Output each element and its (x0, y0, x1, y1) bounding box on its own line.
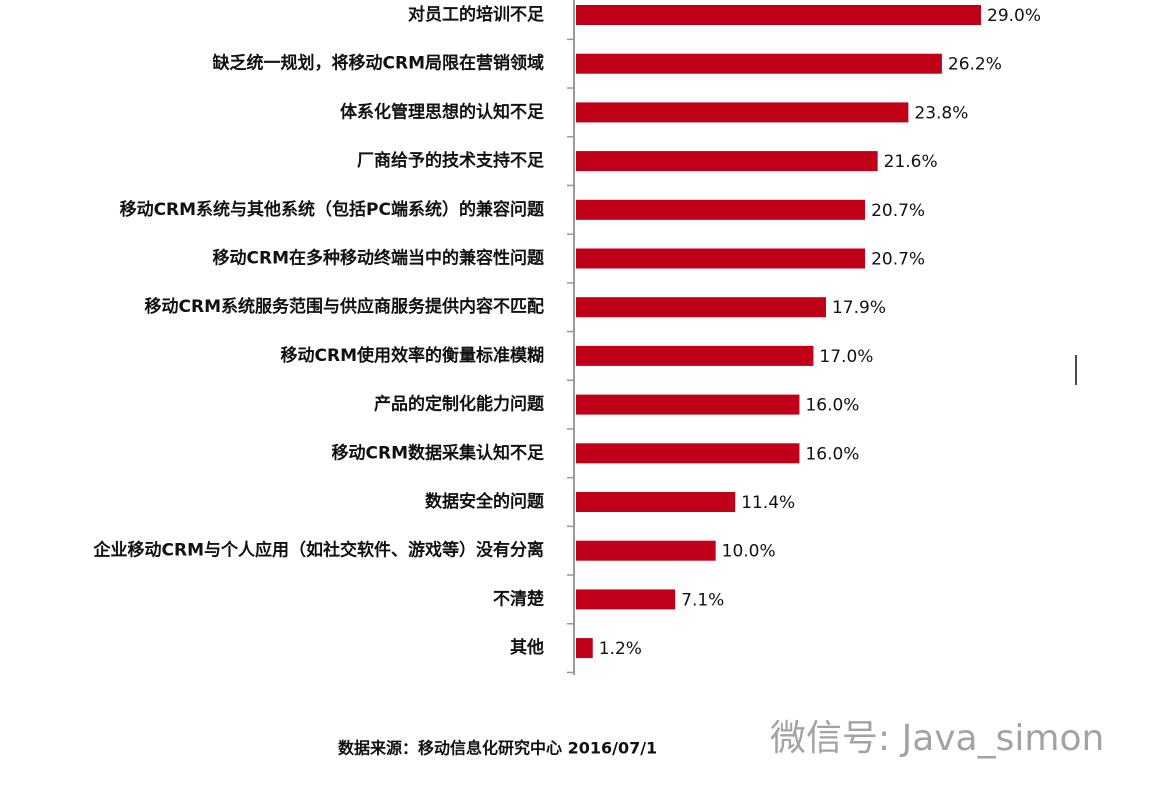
category-label: 移动CRM在多种移动终端当中的兼容性问题 (213, 248, 545, 269)
value-label: 17.9% (832, 298, 886, 318)
bar (576, 345, 814, 366)
category-label: 移动CRM系统与其他系统（包括PC端系统）的兼容问题 (120, 199, 545, 220)
bar (576, 589, 676, 610)
bar (576, 151, 878, 172)
value-label: 17.0% (819, 347, 873, 367)
value-label: 11.4% (741, 493, 795, 513)
value-label: 29.0% (987, 6, 1041, 26)
category-label: 厂商给予的技术支持不足 (357, 150, 544, 171)
category-label: 体系化管理思想的认知不足 (340, 101, 544, 122)
value-label: 16.0% (805, 396, 859, 416)
value-label: 20.7% (871, 201, 925, 221)
bar (576, 297, 826, 318)
watermark: 微信号: Java_simon (770, 718, 1104, 759)
value-label: 20.7% (871, 250, 925, 270)
category-label: 移动CRM系统服务范围与供应商服务提供内容不匹配 (145, 296, 544, 317)
value-label: 23.8% (914, 103, 968, 123)
category-label: 数据安全的问题 (425, 491, 545, 512)
category-label: 缺乏统一规划，将移动CRM局限在营销领域 (213, 53, 544, 74)
bar (576, 394, 800, 415)
category-label: 移动CRM使用效率的衡量标准模糊 (281, 345, 544, 366)
bar (576, 638, 593, 659)
category-label: 不清楚 (493, 588, 545, 609)
value-label: 21.6% (884, 152, 938, 172)
bar (576, 540, 716, 561)
bar (576, 53, 942, 74)
category-label: 产品的定制化能力问题 (374, 394, 545, 415)
source-note: 数据来源：移动信息化研究中心 2016/07/1 (338, 739, 657, 758)
bar (576, 199, 866, 220)
value-label: 1.2% (599, 639, 642, 659)
category-label: 其他 (510, 637, 544, 658)
category-label: 对员工的培训不足 (408, 4, 544, 25)
value-label: 10.0% (722, 542, 776, 562)
category-label: 移动CRM数据采集认知不足 (332, 442, 544, 463)
value-label: 16.0% (805, 444, 859, 464)
bar (576, 248, 866, 269)
bar (576, 443, 800, 464)
value-label: 7.1% (681, 590, 724, 610)
value-label: 26.2% (948, 55, 1002, 75)
bar (576, 492, 736, 512)
bar (576, 5, 981, 25)
bar (576, 102, 909, 123)
category-label: 企业移动CRM与个人应用（如社交软件、游戏等）没有分离 (93, 540, 544, 561)
